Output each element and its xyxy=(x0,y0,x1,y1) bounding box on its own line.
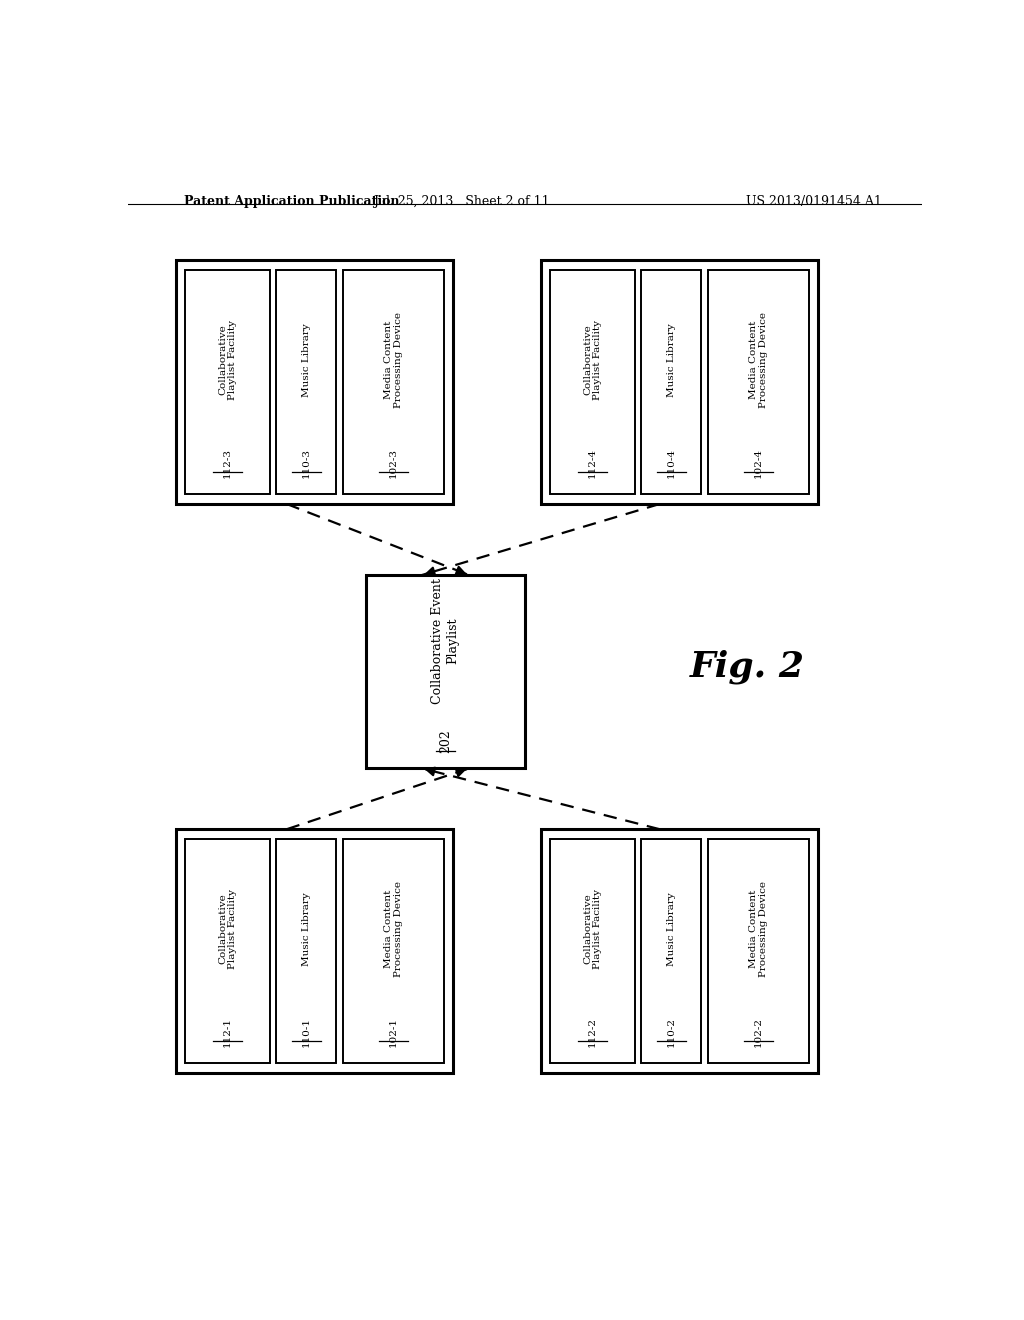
Text: Collaborative
Playlist Facility: Collaborative Playlist Facility xyxy=(218,888,237,969)
Text: 112-3: 112-3 xyxy=(223,447,232,478)
Text: 102-2: 102-2 xyxy=(754,1016,763,1047)
Text: Music Library: Music Library xyxy=(302,323,311,396)
Bar xyxy=(541,829,818,1073)
Text: 110-2: 110-2 xyxy=(667,1016,676,1047)
Text: Music Library: Music Library xyxy=(667,892,676,966)
Text: Fig. 2: Fig. 2 xyxy=(689,649,805,684)
Text: 110-4: 110-4 xyxy=(667,447,676,478)
Bar xyxy=(641,271,701,494)
Bar xyxy=(276,840,336,1063)
Text: Collaborative Event
Playlist: Collaborative Event Playlist xyxy=(431,578,460,704)
Bar xyxy=(367,576,524,768)
Text: 202: 202 xyxy=(439,730,452,754)
Text: US 2013/0191454 A1: US 2013/0191454 A1 xyxy=(746,195,882,209)
Bar xyxy=(641,840,701,1063)
Bar xyxy=(541,260,818,504)
Text: Collaborative
Playlist Facility: Collaborative Playlist Facility xyxy=(583,319,602,400)
Text: 112-1: 112-1 xyxy=(223,1016,232,1047)
Bar xyxy=(708,271,809,494)
Text: 112-2: 112-2 xyxy=(588,1016,597,1047)
Text: Collaborative
Playlist Facility: Collaborative Playlist Facility xyxy=(218,319,237,400)
Bar xyxy=(343,271,443,494)
Text: Media Content
Processing Device: Media Content Processing Device xyxy=(384,880,402,977)
Text: Jul. 25, 2013   Sheet 2 of 11: Jul. 25, 2013 Sheet 2 of 11 xyxy=(373,195,550,209)
Bar xyxy=(708,840,809,1063)
Text: Media Content
Processing Device: Media Content Processing Device xyxy=(749,312,768,408)
Text: 110-1: 110-1 xyxy=(302,1016,311,1047)
Text: 112-4: 112-4 xyxy=(588,447,597,478)
Bar xyxy=(185,840,270,1063)
Bar xyxy=(550,840,635,1063)
Text: Collaborative
Playlist Facility: Collaborative Playlist Facility xyxy=(583,888,602,969)
Text: Music Library: Music Library xyxy=(302,892,311,966)
Text: Patent Application Publication: Patent Application Publication xyxy=(183,195,399,209)
Text: Media Content
Processing Device: Media Content Processing Device xyxy=(749,880,768,977)
Text: Music Library: Music Library xyxy=(667,323,676,396)
Text: 110-3: 110-3 xyxy=(302,447,311,478)
Text: 102-1: 102-1 xyxy=(389,1016,397,1047)
Text: Media Content
Processing Device: Media Content Processing Device xyxy=(384,312,402,408)
Bar xyxy=(176,829,454,1073)
Text: 102-4: 102-4 xyxy=(754,447,763,478)
Text: 102-3: 102-3 xyxy=(389,447,397,478)
Bar xyxy=(276,271,336,494)
Bar xyxy=(176,260,454,504)
Bar xyxy=(343,840,443,1063)
Bar xyxy=(185,271,270,494)
Bar xyxy=(550,271,635,494)
